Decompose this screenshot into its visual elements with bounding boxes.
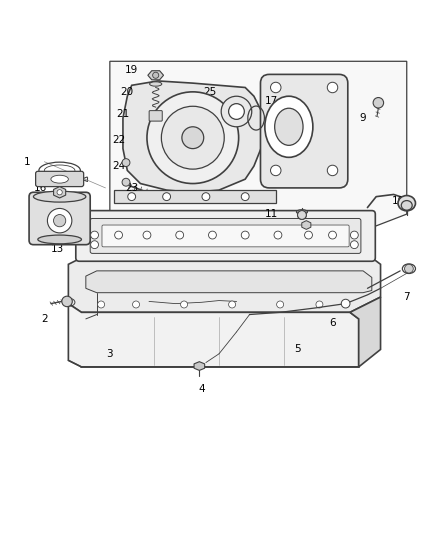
Circle shape — [57, 190, 62, 195]
Circle shape — [373, 98, 384, 108]
Circle shape — [274, 231, 282, 239]
Text: 13: 13 — [51, 244, 64, 254]
Circle shape — [350, 241, 358, 248]
Text: 18: 18 — [212, 122, 226, 132]
Text: 19: 19 — [125, 65, 138, 75]
Text: 20: 20 — [121, 87, 134, 97]
Circle shape — [221, 96, 252, 127]
Circle shape — [327, 82, 338, 93]
Circle shape — [147, 92, 239, 183]
Circle shape — [176, 231, 184, 239]
Ellipse shape — [403, 264, 416, 273]
Text: 8: 8 — [181, 227, 187, 237]
Ellipse shape — [38, 235, 81, 244]
Text: 23: 23 — [125, 183, 138, 193]
Circle shape — [350, 231, 358, 239]
Polygon shape — [148, 71, 163, 80]
Circle shape — [316, 301, 323, 308]
Ellipse shape — [401, 200, 412, 210]
Circle shape — [133, 301, 140, 308]
Circle shape — [229, 103, 244, 119]
FancyBboxPatch shape — [90, 219, 361, 253]
Ellipse shape — [150, 82, 162, 86]
Circle shape — [143, 231, 151, 239]
Circle shape — [277, 301, 284, 308]
Text: 25: 25 — [204, 87, 217, 97]
Circle shape — [241, 231, 249, 239]
Polygon shape — [350, 297, 381, 367]
Text: 22: 22 — [112, 135, 125, 145]
Ellipse shape — [275, 108, 303, 146]
Ellipse shape — [398, 196, 416, 211]
Text: 4: 4 — [198, 384, 205, 394]
Text: 21: 21 — [117, 109, 130, 119]
Circle shape — [297, 211, 306, 220]
Ellipse shape — [297, 210, 307, 214]
Circle shape — [271, 165, 281, 176]
FancyBboxPatch shape — [102, 225, 349, 247]
Ellipse shape — [265, 96, 313, 157]
Polygon shape — [114, 190, 276, 203]
FancyBboxPatch shape — [149, 111, 162, 121]
Circle shape — [128, 193, 136, 200]
Circle shape — [91, 241, 99, 248]
Circle shape — [161, 106, 224, 169]
Circle shape — [327, 165, 338, 176]
Circle shape — [341, 299, 350, 308]
Text: 2: 2 — [41, 314, 48, 324]
Polygon shape — [110, 61, 407, 280]
Circle shape — [328, 231, 336, 239]
Ellipse shape — [51, 175, 68, 183]
Text: 12: 12 — [308, 231, 321, 241]
Circle shape — [152, 72, 159, 78]
Polygon shape — [53, 187, 66, 198]
Circle shape — [91, 231, 99, 239]
FancyBboxPatch shape — [76, 211, 375, 261]
Circle shape — [241, 193, 249, 200]
FancyBboxPatch shape — [35, 171, 84, 187]
FancyBboxPatch shape — [29, 192, 90, 245]
Text: 9: 9 — [360, 113, 367, 123]
Polygon shape — [68, 304, 359, 367]
Circle shape — [405, 264, 413, 273]
FancyBboxPatch shape — [261, 75, 348, 188]
Circle shape — [182, 127, 204, 149]
Text: 6: 6 — [329, 318, 336, 328]
Polygon shape — [68, 258, 381, 312]
Circle shape — [180, 301, 187, 308]
Circle shape — [271, 82, 281, 93]
Circle shape — [202, 193, 210, 200]
Circle shape — [208, 231, 216, 239]
Polygon shape — [302, 221, 311, 229]
Circle shape — [122, 159, 130, 166]
Ellipse shape — [33, 191, 86, 202]
Text: 15: 15 — [29, 222, 42, 232]
Circle shape — [304, 231, 312, 239]
Circle shape — [122, 179, 130, 186]
Text: 24: 24 — [112, 161, 125, 171]
Circle shape — [98, 301, 105, 308]
Polygon shape — [194, 362, 205, 370]
Text: 3: 3 — [106, 349, 113, 359]
Text: 7: 7 — [403, 292, 410, 302]
Polygon shape — [123, 81, 263, 192]
Text: 17: 17 — [265, 95, 278, 106]
Circle shape — [115, 231, 123, 239]
Text: 14: 14 — [29, 205, 42, 215]
Text: 5: 5 — [294, 344, 301, 354]
Polygon shape — [86, 271, 372, 293]
Text: 16: 16 — [33, 183, 46, 193]
Text: 1: 1 — [24, 157, 30, 167]
Circle shape — [162, 193, 170, 200]
Circle shape — [53, 215, 66, 227]
Text: 11: 11 — [265, 209, 278, 219]
Circle shape — [47, 208, 72, 233]
Circle shape — [62, 296, 72, 306]
Ellipse shape — [297, 211, 306, 220]
Text: 10: 10 — [392, 196, 405, 206]
Circle shape — [229, 301, 236, 308]
